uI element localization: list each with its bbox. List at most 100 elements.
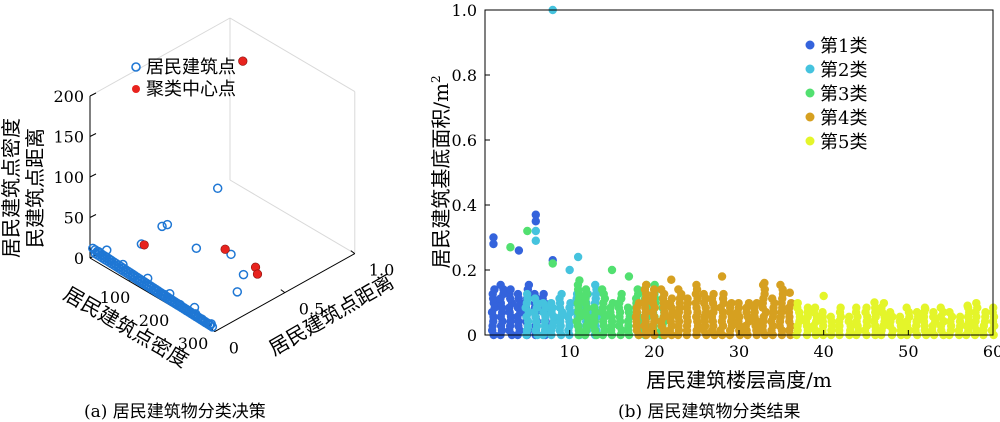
class1-point — [506, 285, 515, 294]
class4-point — [674, 285, 683, 294]
class5-point — [895, 312, 905, 321]
y-tick-label: 0 — [229, 339, 239, 358]
class5-point — [862, 303, 871, 312]
building-point — [226, 249, 236, 260]
class1-point — [513, 289, 523, 299]
cluster-center-point — [220, 244, 230, 254]
building-point — [197, 314, 207, 324]
building-point — [105, 255, 115, 265]
building-point — [175, 299, 185, 310]
class5-point — [803, 303, 813, 312]
cluster-center-point — [139, 240, 149, 250]
class1-outlier-point — [531, 217, 540, 226]
legend-marker-class4 — [805, 112, 815, 122]
class2-outlier-point — [531, 236, 540, 245]
class1-point — [539, 289, 548, 299]
z-tick-label: 100 — [53, 168, 84, 187]
z-tick — [89, 133, 97, 137]
z-tick-label: 200 — [53, 87, 84, 106]
y-tick-label: 0.2 — [452, 261, 477, 280]
class1-outlier-point — [489, 239, 498, 249]
building-point — [128, 270, 138, 281]
z-tick-label: 50 — [64, 209, 84, 228]
class5-outlier-point — [870, 298, 879, 307]
panel-a-3d-scatter: 0 50 100 150 200 100 200 300 0 0.5 1.0 居民建筑点密度 居民建… — [0, 17, 398, 372]
class5-point — [929, 308, 938, 317]
class3-outlier-point — [624, 272, 634, 281]
panel-b-x-axis-label: 居民建筑楼层高度/m — [646, 368, 832, 392]
class1-outlier-point — [514, 246, 524, 255]
class4-point — [734, 298, 743, 308]
class2-point — [566, 298, 575, 308]
class5-point — [836, 303, 845, 312]
legend-label-class3: 第3类 — [820, 84, 867, 105]
building-point — [238, 269, 249, 280]
y-tick-label: 0 — [467, 326, 477, 345]
building-point — [142, 273, 153, 284]
class4-outlier-point — [667, 275, 676, 284]
x-tick-label: 30 — [729, 342, 749, 361]
legend-open-circle-marker — [131, 62, 141, 72]
class4-point — [649, 285, 659, 294]
panel-a-ticks: 0 50 100 150 200 100 200 300 0 0.5 1.0 — [53, 87, 394, 358]
legend-marker-class1 — [805, 40, 815, 50]
class5-point — [879, 298, 889, 308]
y-tick-label: 0.4 — [452, 196, 477, 215]
class5-point — [902, 303, 911, 312]
class4-point — [719, 289, 728, 299]
building-point — [120, 265, 131, 275]
class3-point — [597, 285, 607, 294]
cluster-center-point — [252, 269, 263, 279]
panel-a-y-axis-label: 居民建筑点距离 — [265, 270, 398, 361]
class1-outlier-point — [489, 233, 498, 242]
class5-point — [981, 308, 990, 317]
class2-outlier-point — [565, 265, 574, 275]
x-tick-label: 300 — [178, 334, 209, 353]
class3-outlier-point — [523, 226, 532, 236]
panel-b-ticks: 10 20 30 40 50 60 0 0.2 0.4 0.6 0.8 1.0 — [452, 1, 1000, 361]
caption-a: (a) 居民建筑物分类决策 — [84, 402, 266, 422]
class2-outlier-point — [531, 226, 540, 236]
class2-outlier-point — [573, 252, 583, 262]
building-point — [190, 309, 201, 319]
x-tick-label: 10 — [559, 342, 579, 361]
x-tick-label: 40 — [813, 342, 833, 361]
panel-a-legend: 居民建筑点 聚类中心点 — [131, 57, 236, 100]
class4-point — [752, 298, 761, 308]
class4-point — [641, 280, 651, 290]
class4-point — [667, 294, 677, 303]
class4-point — [656, 285, 666, 294]
building-point — [181, 305, 192, 315]
building-point — [144, 280, 154, 291]
x-tick-label: 60 — [983, 342, 1000, 361]
class4-point — [683, 294, 692, 303]
building-point — [164, 288, 175, 299]
class5-outlier-point — [963, 301, 972, 310]
z-tick-label: 0 — [74, 249, 84, 268]
z-tick — [89, 214, 97, 218]
x-tick-label: 100 — [100, 288, 131, 307]
legend-marker-class3 — [805, 88, 815, 98]
class4-outlier-point — [717, 272, 727, 281]
panel-b-plot-frame — [484, 9, 994, 336]
building-point — [157, 221, 167, 232]
class3-point — [617, 289, 626, 299]
legend-label-class4: 第4类 — [820, 108, 867, 129]
class5-point — [955, 312, 965, 321]
class4-point — [699, 289, 708, 299]
class1-point — [524, 280, 534, 290]
panel-b-points — [487, 5, 999, 340]
class5-point — [826, 312, 835, 321]
class4-point — [727, 298, 736, 308]
building-point — [111, 261, 121, 271]
box-back-edge — [229, 17, 356, 93]
legend-label-class5: 第5类 — [820, 132, 867, 153]
building-point — [162, 219, 173, 230]
class5-point — [793, 298, 802, 308]
class5-point — [936, 303, 945, 312]
building-point — [118, 259, 128, 270]
class1-point — [490, 285, 499, 294]
panel-a-z-axis-label-line1: 居民建筑点密度 — [0, 118, 23, 258]
class5-point — [945, 308, 954, 317]
